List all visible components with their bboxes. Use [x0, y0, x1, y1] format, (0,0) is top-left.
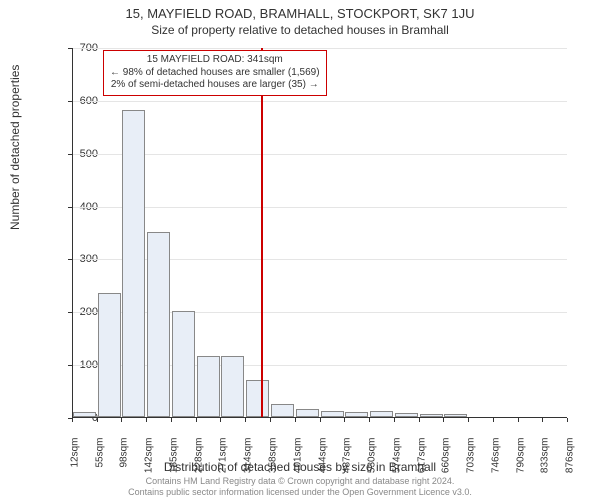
callout-line1: 15 MAYFIELD ROAD: 341sqm: [110, 54, 320, 67]
histogram-bar: [98, 293, 121, 417]
x-tick: [196, 418, 197, 422]
histogram-bar: [444, 414, 467, 417]
x-tick: [468, 418, 469, 422]
page-title: 15, MAYFIELD ROAD, BRAMHALL, STOCKPORT, …: [0, 0, 600, 21]
histogram-bar: [172, 311, 195, 417]
histogram-bar: [147, 232, 170, 417]
attribution-line3: Contains public sector information licen…: [0, 487, 600, 498]
x-tick: [419, 418, 420, 422]
x-tick: [518, 418, 519, 422]
x-tick: [295, 418, 296, 422]
page-subtitle: Size of property relative to detached ho…: [0, 21, 600, 37]
callout-line3: 2% of semi-detached houses are larger (3…: [110, 79, 320, 92]
histogram-bar: [73, 412, 96, 417]
grid-line: [73, 207, 567, 208]
histogram-bar: [122, 110, 145, 417]
x-tick: [493, 418, 494, 422]
x-tick: [245, 418, 246, 422]
attribution-line1: Contains HM Land Registry data © Crown c…: [0, 476, 600, 487]
x-tick: [72, 418, 73, 422]
chart-plot-area: 15 MAYFIELD ROAD: 341sqm ← 98% of detach…: [72, 48, 567, 418]
histogram-bar: [420, 414, 443, 417]
histogram-bar: [246, 380, 269, 417]
x-tick: [97, 418, 98, 422]
histogram-bar: [221, 356, 244, 417]
y-axis-label: Number of detached properties: [8, 65, 22, 230]
attribution: Contains HM Land Registry data © Crown c…: [0, 476, 600, 498]
x-tick: [320, 418, 321, 422]
x-tick: [220, 418, 221, 422]
histogram-bar: [197, 356, 220, 417]
x-tick: [542, 418, 543, 422]
histogram-bar: [321, 411, 344, 417]
x-tick: [270, 418, 271, 422]
histogram-bar: [296, 409, 319, 417]
histogram-bar: [395, 413, 418, 417]
x-tick: [394, 418, 395, 422]
histogram-bar: [271, 404, 294, 417]
grid-line: [73, 154, 567, 155]
x-tick: [344, 418, 345, 422]
grid-line: [73, 48, 567, 49]
histogram-bar: [370, 411, 393, 417]
property-callout: 15 MAYFIELD ROAD: 341sqm ← 98% of detach…: [103, 50, 327, 96]
x-tick: [443, 418, 444, 422]
callout-line2: ← 98% of detached houses are smaller (1,…: [110, 67, 320, 80]
x-tick: [121, 418, 122, 422]
x-axis-label: Distribution of detached houses by size …: [0, 460, 600, 474]
x-tick: [567, 418, 568, 422]
x-tick: [369, 418, 370, 422]
histogram-bar: [345, 412, 368, 417]
property-marker-line: [261, 48, 263, 417]
x-tick: [171, 418, 172, 422]
grid-line: [73, 101, 567, 102]
x-tick: [146, 418, 147, 422]
